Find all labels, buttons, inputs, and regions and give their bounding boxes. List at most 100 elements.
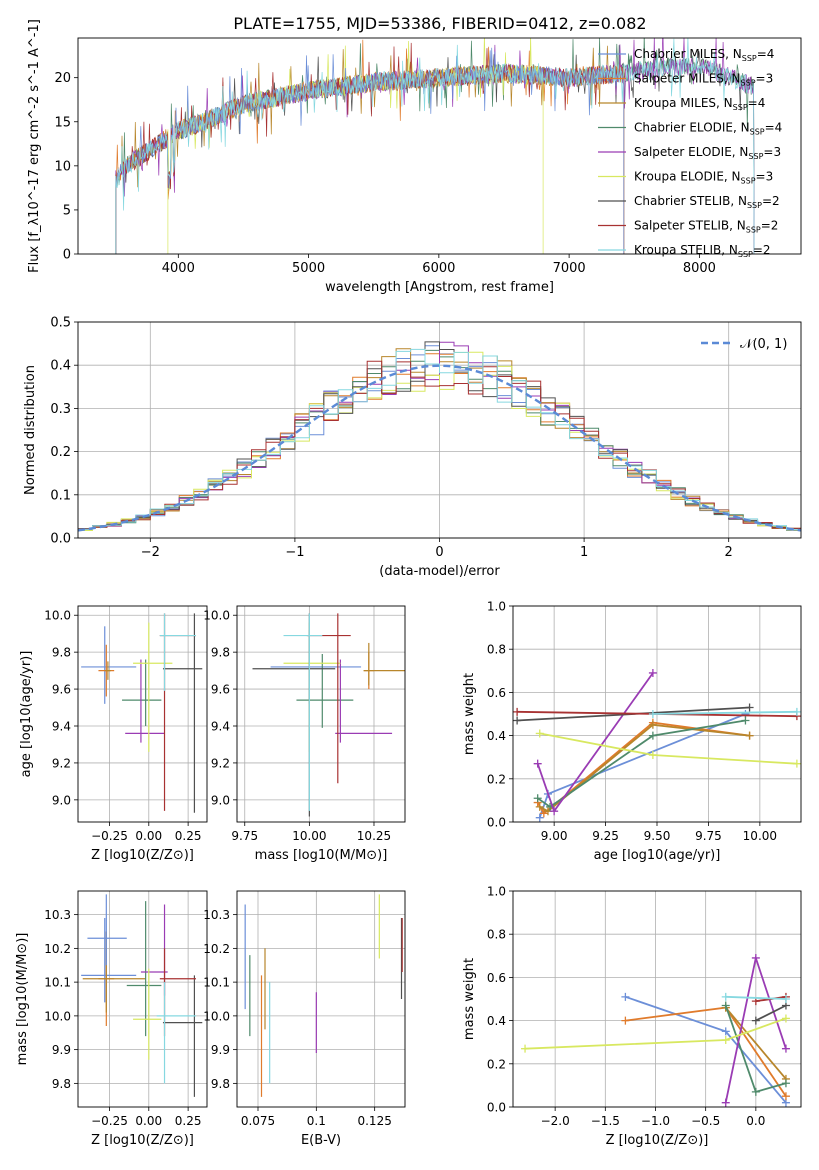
legend-label-text: Chabrier MILES, N [634,47,742,61]
x-tick-label: −2 [141,545,160,560]
legend-label-tail: =4 [765,121,783,135]
x-axis-label: wavelength [Angstrom, rest frame] [325,280,554,295]
x-tick-label: 5000 [292,261,325,276]
y-tick-label: 10.0 [44,1009,71,1023]
axes-frame [512,890,802,1108]
y-axis-label: mass weight [462,958,477,1040]
legend-label-sub: SSP [747,201,762,210]
weight-marker-1 [781,1092,790,1101]
legend-label-tail: =3 [756,170,774,184]
x-tick-label: 10.25 [357,829,391,843]
histogram-series-4 [78,341,801,531]
weight-marker-4 [648,668,657,677]
x-tick-label: −0.5 [691,1114,720,1128]
weight-series-3 [537,719,746,808]
legend-label-8: Kroupa STELIB, NSSP=2 [634,243,771,259]
legend-label-text: Chabrier STELIB, N [634,194,747,208]
legend-label-2: Kroupa MILES, NSSP=4 [634,96,765,112]
y-tick-label: 5 [63,203,71,218]
weight-marker-2 [648,720,657,729]
x-axis-label: Z [log10(Z/Z⊙)] [91,1133,194,1148]
x-tick-label: 1 [580,545,588,560]
weight-marker-4 [550,807,559,816]
y-tick-label: 9.9 [52,1043,71,1057]
weight-marker-5 [721,1036,730,1045]
y-tick-label: 10.0 [44,609,71,623]
legend-label-text: Salpeter ELODIE, N [634,145,748,159]
weight-series-6 [755,1004,787,1022]
y-tick-label: 0.1 [50,488,71,503]
legend-label-text: Kroupa ELODIE, N [634,170,741,184]
weight-marker-6 [751,1016,760,1025]
plot-area [115,38,755,254]
weight-marker-0 [621,992,630,1001]
y-tick-label: 0.2 [487,1057,506,1071]
x-tick-label: 0.1 [307,1114,326,1128]
y-tick-label: 0.6 [487,971,506,985]
weight-marker-8 [648,710,657,718]
axes-frame [77,37,802,255]
y-tick-label: 9.2 [52,756,71,770]
y-tick-label: 0.2 [487,772,506,786]
x-tick-label: 6000 [422,261,455,276]
legend-label-text: Kroupa STELIB, N [634,243,738,257]
y-tick-label: 0.6 [487,686,506,700]
y-tick-label: 10.1 [44,976,71,990]
legend-label-tail: =3 [756,72,774,86]
y-tick-label: 1.0 [487,885,506,899]
normal-legend-label: 𝒩(0, 1) [740,337,787,352]
weight-marker-3 [741,716,750,725]
weight-marker-5 [521,1044,530,1053]
y-tick-label: 9.9 [211,1043,230,1057]
weight-marker-3 [648,731,657,740]
weight-series-0 [538,713,746,818]
weight-marker-5 [781,1014,790,1023]
legend-label-text: Salpeter STELIB, N [634,219,746,233]
spectrum-series-1 [115,39,625,254]
legend-label-sub: SSP [748,152,763,161]
mass-weight-vs-age-panel: 9.00 9.25 9.50 9.75 10.00 0.0 0.2 0.4 0.6 0.8 1.0 a… [462,600,802,863]
age-vs-metallicity-panel: −0.25 0.00 0.25 9.0 9.2 9.4 9.6 9.8 10.0 Z [log10… [19,605,208,863]
legend-label-7: Salpeter STELIB, NSSP=2 [634,219,778,235]
legend-label-5: Kroupa ELODIE, NSSP=3 [634,170,773,186]
y-tick-label: 9.0 [211,793,230,807]
x-tick-label: 10.00 [743,829,777,843]
y-tick-label: 9.2 [211,756,230,770]
legend-label-sub: SSP [741,79,756,88]
x-tick-label: 0.25 [175,829,202,843]
legend-label-text: Chabrier ELODIE, N [634,121,750,135]
plot-area [513,668,801,822]
x-tick-label: 10.00 [292,829,326,843]
weight-marker-7 [513,707,522,716]
y-tick-label: 10.3 [203,908,230,922]
weight-marker-4 [533,759,542,768]
x-tick-label: 9.50 [644,829,671,843]
y-tick-label: 10.0 [203,1009,230,1023]
x-axis-label: E(B-V) [301,1133,341,1148]
weight-marker-6 [513,716,522,725]
y-tick-label: 9.8 [211,1077,230,1091]
weight-marker-8 [721,992,730,1001]
spectrum-panel: 4000 5000 6000 7000 8000 0 5 10 15 20 wavelength [… [27,19,802,295]
weight-series-8 [652,710,797,715]
age-vs-mass-panel: 9.75 10.00 10.25 9.0 9.2 9.4 9.6 9.8 10.0 mass [l… [203,605,406,863]
legend-label-sub: SSP [738,250,753,259]
residuals-panel: −2 −1 0 1 2 0.0 0.1 0.2 0.3 0.4 0.5 (data-model)/er… [23,316,802,579]
legend-label-sub: SSP [746,226,761,235]
y-tick-label: 9.6 [211,683,230,697]
weight-marker-3 [533,794,542,803]
axes-frame [236,605,406,823]
x-tick-label: 2 [725,545,733,560]
legend-label-tail: =4 [757,47,775,61]
weight-marker-4 [721,1098,730,1107]
x-tick-label: 0.00 [135,829,162,843]
legend-label-tail: =2 [761,219,779,233]
weight-series-8 [725,995,786,1000]
weight-marker-0 [721,1027,730,1036]
x-tick-label: 0.25 [175,1114,202,1128]
plot-area [252,613,405,817]
plot-area [81,894,203,1097]
y-tick-label: 9.6 [52,683,71,697]
legend-label-1: Salpeter MILES, NSSP=3 [634,72,773,88]
y-tick-label: 20 [54,71,71,86]
